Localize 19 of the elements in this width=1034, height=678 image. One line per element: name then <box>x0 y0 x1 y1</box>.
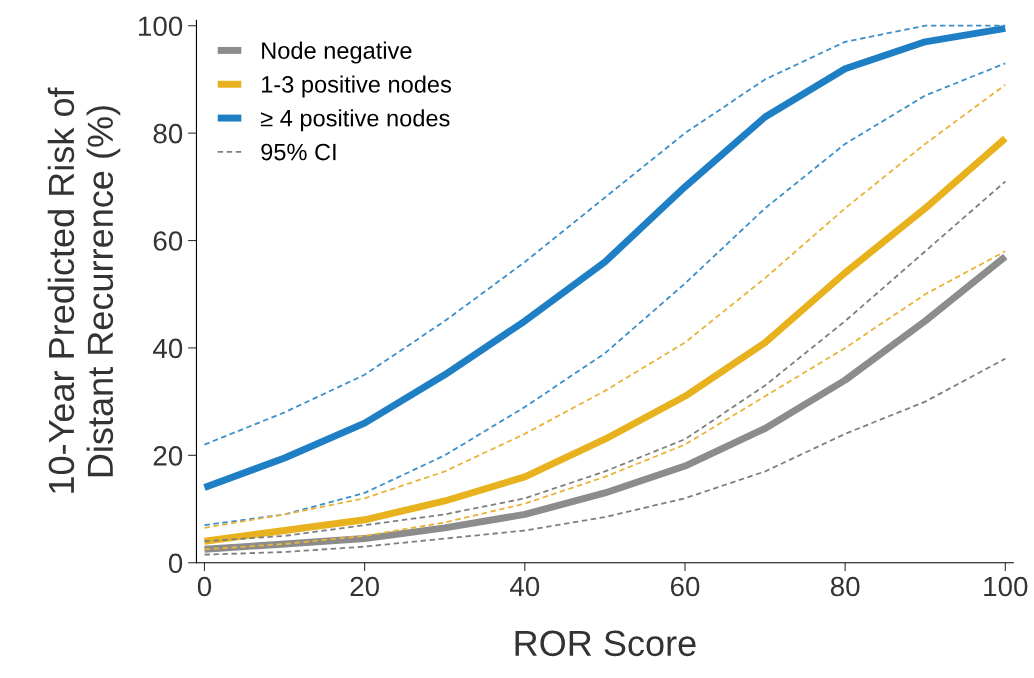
x-tick-label: 20 <box>350 576 379 597</box>
y-tick-label: 0 <box>168 553 183 574</box>
y-tick-label: 100 <box>139 16 183 37</box>
y-tick-label: 60 <box>153 231 183 251</box>
y-axis-title: 10-Year Predicted Risk of Distant Recurrence (%) <box>47 87 121 493</box>
x-tick-label: 80 <box>830 576 860 597</box>
legend-label: ≥ 4 positive nodes <box>260 109 450 132</box>
x-tick-label: 40 <box>510 576 540 597</box>
x-tick-label: 60 <box>670 576 700 597</box>
y-tick-label: 40 <box>153 338 183 359</box>
line-series <box>203 357 1007 556</box>
y-tick-label: 80 <box>153 123 183 144</box>
legend-label: Node negative <box>262 41 412 64</box>
x-tick-label: 100 <box>984 576 1028 597</box>
legend-label: 95% CI <box>261 143 336 161</box>
legend-label: 1-3 positive nodes <box>262 75 451 98</box>
x-tick-label: 0 <box>197 576 212 597</box>
y-tick-label: 20 <box>153 446 183 466</box>
x-axis-title: ROR Score <box>515 630 696 657</box>
